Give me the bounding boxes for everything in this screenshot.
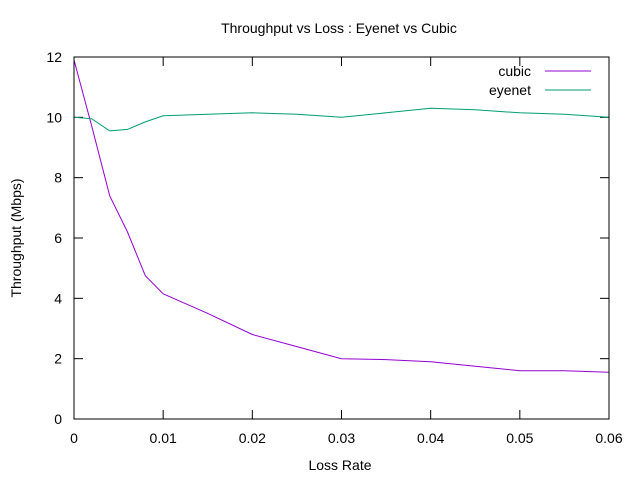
legend-label-eyenet: eyenet <box>489 82 531 98</box>
plot-frame <box>73 56 610 420</box>
x-axis-label: Loss Rate <box>308 457 371 473</box>
x-tick-label: 0.03 <box>328 430 355 446</box>
y-tick-label: 6 <box>54 230 62 246</box>
series-line-eyenet <box>73 107 610 132</box>
axis-ticks <box>73 56 610 420</box>
chart-title: Throughput vs Loss : Eyenet vs Cubic <box>221 20 457 36</box>
series-line-cubic <box>73 59 610 373</box>
series-lines <box>73 59 610 373</box>
y-tick-label: 0 <box>54 411 62 427</box>
y-tick-label: 10 <box>46 109 62 125</box>
y-tick-label: 2 <box>54 351 62 367</box>
x-tick-label: 0.05 <box>506 430 533 446</box>
x-tick-label: 0.04 <box>417 430 444 446</box>
legend: cubic eyenet <box>489 63 591 98</box>
x-tick-label: 0.06 <box>595 430 622 446</box>
x-tick-label: 0.02 <box>239 430 266 446</box>
x-tick-label: 0.01 <box>150 430 177 446</box>
y-tick-label: 8 <box>54 170 62 186</box>
y-axis-label: Throughput (Mbps) <box>8 178 24 297</box>
legend-label-cubic: cubic <box>498 63 531 79</box>
x-tick-label: 0 <box>70 430 78 446</box>
y-tick-label: 12 <box>46 49 62 65</box>
axis-tick-labels: 0 0.01 0.02 0.03 0.04 0.05 0.06 0 2 4 6 8 10 12 <box>46 49 622 446</box>
y-tick-label: 4 <box>54 290 62 306</box>
